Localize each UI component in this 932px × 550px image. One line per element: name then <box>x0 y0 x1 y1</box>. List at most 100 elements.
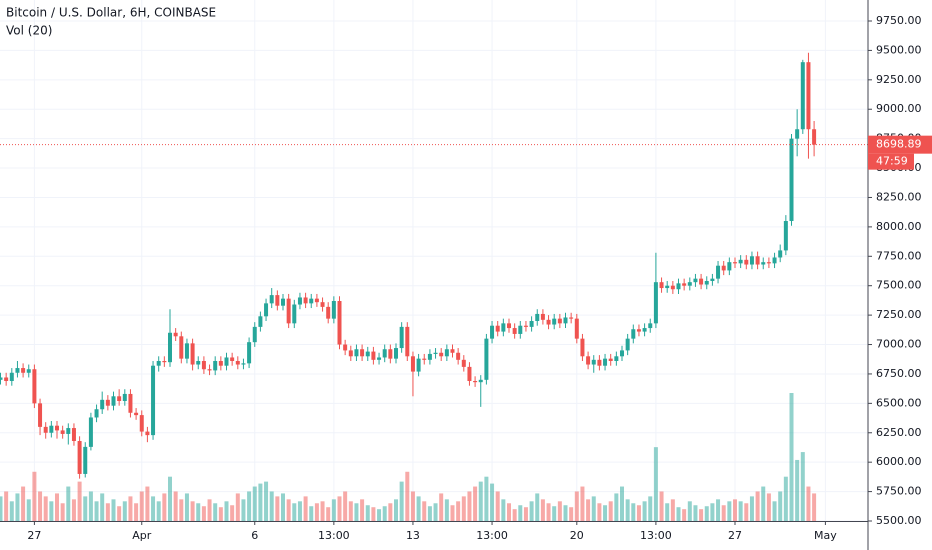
candle-body <box>388 349 392 358</box>
volume-bar <box>236 493 240 521</box>
volume-bar <box>349 501 353 521</box>
candle-body <box>298 297 302 304</box>
volume-bar <box>179 499 183 521</box>
candle-body <box>665 286 669 288</box>
countdown-label: 47:59 <box>876 155 908 168</box>
volume-bar <box>722 505 726 521</box>
candle-body <box>38 403 42 427</box>
volume-bar <box>128 496 132 521</box>
candle-body <box>530 321 534 327</box>
candle-body <box>394 348 398 359</box>
volume-bar <box>496 491 500 521</box>
candle-body <box>513 328 517 334</box>
volume-bar <box>473 487 477 521</box>
candle-body <box>196 361 200 365</box>
volume-bar <box>501 499 505 521</box>
candle-body <box>773 257 777 263</box>
y-tick-label: 9500.00 <box>876 43 922 56</box>
volume-bar <box>338 496 342 521</box>
volume-bar <box>434 503 438 521</box>
candle-body <box>733 262 737 263</box>
candle-body <box>123 394 127 401</box>
candle-body <box>179 336 183 358</box>
volume-bar <box>32 472 36 521</box>
volume-bar <box>727 501 731 521</box>
candle-body <box>0 377 3 379</box>
volume-bar <box>739 501 743 521</box>
candle-body <box>349 350 353 356</box>
volume-bar <box>66 487 70 521</box>
volume-bar <box>575 491 579 521</box>
volume-bar <box>693 505 697 521</box>
candle-body <box>287 299 291 324</box>
volume-bar <box>38 491 42 521</box>
candle-body <box>603 359 607 366</box>
volume-bar <box>72 499 76 521</box>
volume-bar <box>168 477 172 521</box>
candle-body <box>241 363 245 364</box>
x-tick-label: 13:00 <box>318 529 350 542</box>
volume-bar <box>134 503 138 521</box>
volume-bar <box>309 506 313 521</box>
candle-body <box>592 360 596 365</box>
x-tick-label: Apr <box>132 529 152 542</box>
candle-body <box>626 339 630 351</box>
volume-bar <box>100 493 104 521</box>
volume-bar <box>451 505 455 521</box>
candle-body <box>134 413 138 415</box>
volume-bar <box>208 499 212 521</box>
volume-bar <box>467 491 471 521</box>
candle-body <box>174 333 178 337</box>
candle-body <box>761 262 765 264</box>
volume-bar <box>321 501 325 521</box>
y-tick-label: 7500.00 <box>876 279 922 292</box>
candle-body <box>547 320 551 325</box>
candle-body <box>428 354 432 360</box>
candle-body <box>21 368 25 373</box>
candle-body <box>371 352 375 360</box>
y-tick-label: 9750.00 <box>876 14 922 27</box>
volume-bar <box>270 491 274 521</box>
volume-bar <box>456 501 460 521</box>
candle-body <box>767 262 771 263</box>
volume-bar <box>157 501 161 521</box>
volume-bar <box>490 484 494 521</box>
volume-bar <box>287 499 291 521</box>
volume-bar <box>773 501 777 521</box>
candle-body <box>112 396 116 405</box>
chart: 9750.009500.009250.009000.008750.008500.… <box>0 0 932 550</box>
volume-bar <box>315 503 319 521</box>
volume-bar <box>354 503 358 521</box>
candle-body <box>705 281 709 285</box>
x-tick-label: 13:00 <box>640 529 672 542</box>
candle-body <box>586 356 590 364</box>
volume-bar <box>10 501 14 521</box>
candle-body <box>100 400 104 409</box>
volume-bar <box>394 499 398 521</box>
volume-bar <box>15 493 19 521</box>
y-tick-label: 6500.00 <box>876 396 922 409</box>
volume-bar <box>597 503 601 521</box>
volume-bar <box>479 482 483 521</box>
volume-bar <box>145 487 149 521</box>
candle-body <box>270 295 274 303</box>
volume-pane <box>0 393 816 521</box>
volume-bar <box>360 499 364 521</box>
candle-body <box>343 345 347 351</box>
candle-body <box>801 62 805 129</box>
volume-bar <box>580 487 584 521</box>
candle-body <box>552 319 556 325</box>
candle-body <box>315 299 319 303</box>
y-tick-label: 8000.00 <box>876 220 922 233</box>
candle-body <box>145 432 149 436</box>
candle-body <box>473 381 477 382</box>
volume-bar <box>688 501 692 521</box>
candle-body <box>439 353 443 357</box>
volume-bar <box>191 501 195 521</box>
volume-bar <box>292 503 296 521</box>
volume-bar <box>196 503 200 521</box>
candle-body <box>27 369 31 373</box>
candle-body <box>699 279 703 285</box>
volume-bar <box>665 503 669 521</box>
volume-bar <box>637 505 641 521</box>
